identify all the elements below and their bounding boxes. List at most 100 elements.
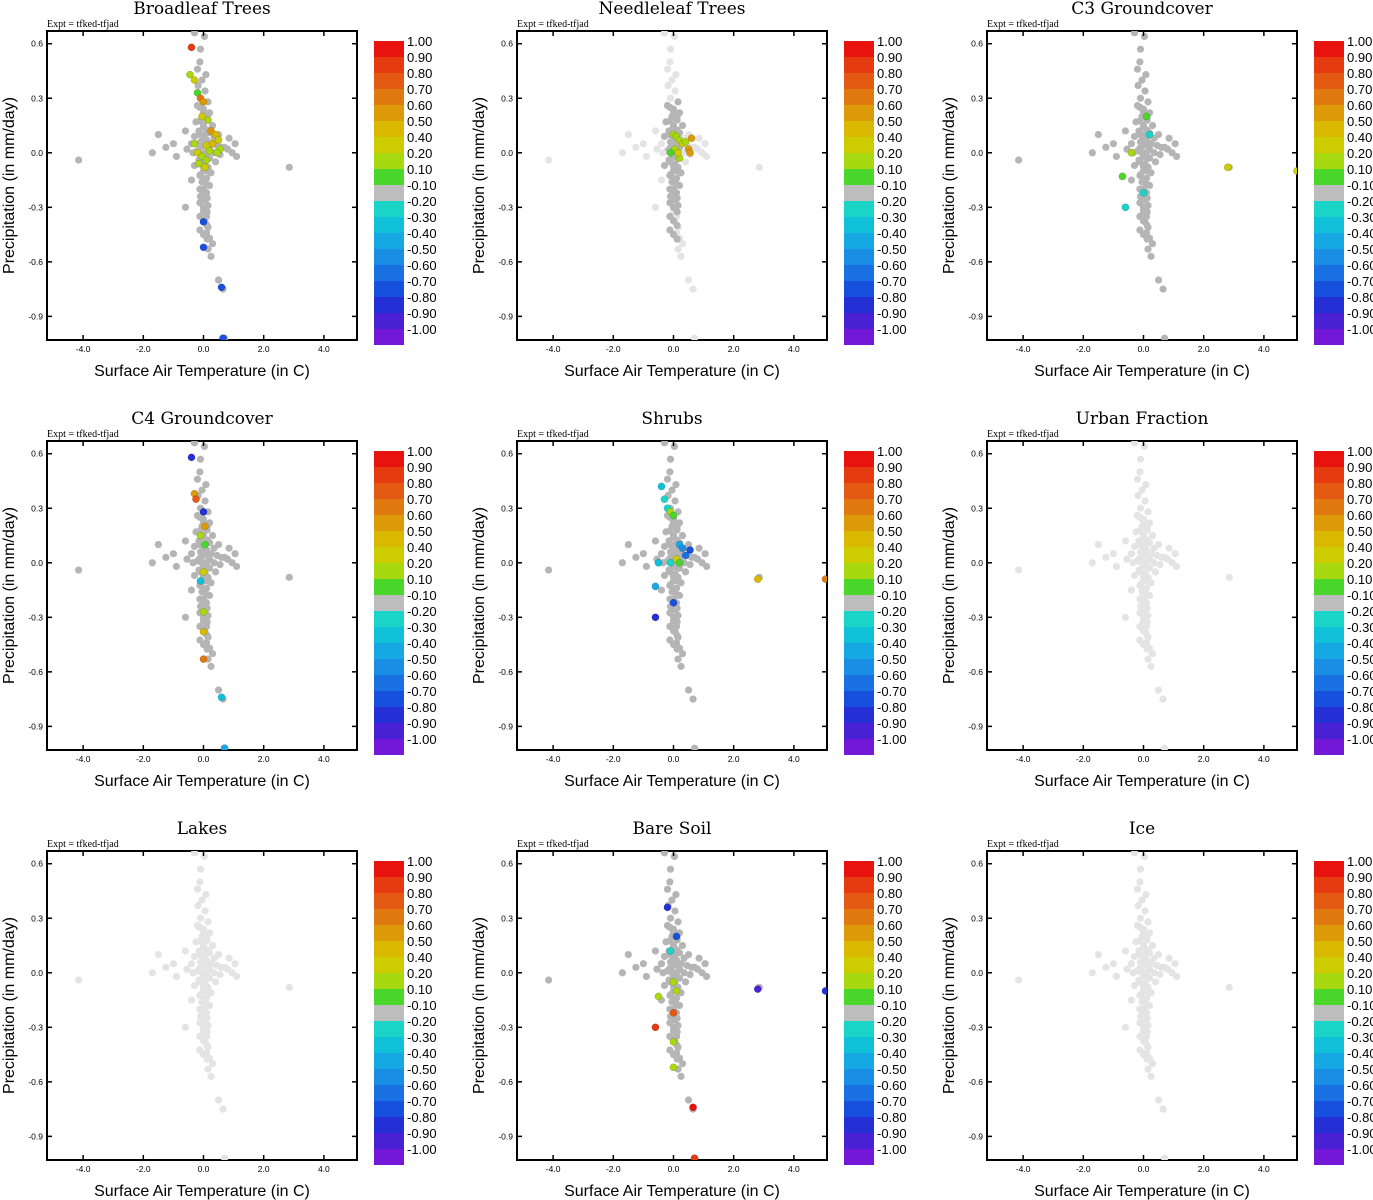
colorbar-label: 1.00: [1347, 854, 1372, 869]
data-point: [680, 969, 688, 977]
y-tick-label: 0.0: [31, 148, 43, 158]
colorbar-label: -0.60: [1347, 668, 1373, 683]
data-point: [1127, 550, 1136, 558]
data-point: [216, 561, 224, 569]
x-axis-label: Surface Air Temperature (in C): [1034, 1183, 1250, 1200]
data-point: [673, 946, 681, 954]
data-point: [1154, 1096, 1163, 1104]
colorbar-label: -0.10: [1347, 178, 1373, 193]
colorbar-swatch: [1314, 531, 1344, 547]
colorbar-swatch: [844, 531, 874, 547]
data-point: [684, 276, 693, 284]
data-point-colored: [651, 582, 660, 591]
colorbar-label: -0.90: [877, 306, 907, 321]
colorbar-label: -0.60: [877, 668, 907, 683]
x-tick-label: 4.0: [1258, 344, 1270, 354]
x-tick-label: -4.0: [76, 754, 91, 764]
data-point: [203, 960, 211, 968]
data-point: [187, 586, 196, 594]
data-point: [193, 475, 202, 483]
data-point: [660, 952, 669, 961]
data-point: [196, 878, 204, 886]
data-point: [668, 486, 676, 494]
colorbar-label: -0.10: [1347, 588, 1373, 603]
data-point: [672, 891, 680, 899]
data-point: [1150, 149, 1158, 157]
y-axis-label: Precipitation (in mm/day): [1, 917, 18, 1094]
data-point: [689, 695, 697, 703]
panel-title: Needleleaf Trees: [598, 0, 745, 19]
colorbar-swatch: [844, 41, 874, 57]
y-tick-label: 0.0: [501, 968, 513, 978]
data-point: [194, 901, 202, 910]
colorbar-label: 0.40: [877, 950, 902, 965]
data-point: [207, 252, 215, 260]
data-point: [1123, 555, 1131, 563]
colorbar-label: 0.80: [877, 66, 902, 81]
y-tick-label: -0.9: [28, 311, 43, 321]
data-point: [755, 163, 763, 171]
colorbar-swatch: [844, 297, 874, 313]
data-point: [618, 149, 626, 157]
data-point: [148, 149, 156, 157]
colorbar-label: 0.10: [407, 572, 432, 587]
data-point: [1143, 1014, 1151, 1022]
colorbar-swatch: [844, 313, 874, 329]
colorbar-swatch: [374, 547, 404, 563]
data-point: [1143, 645, 1151, 653]
data-point-colored: [201, 522, 209, 531]
colorbar-label: 0.20: [407, 146, 432, 161]
colorbar-swatch: [844, 515, 874, 531]
colorbar-swatch: [1314, 659, 1344, 675]
data-point-colored: [199, 243, 208, 252]
x-tick-label: 0.0: [198, 1164, 210, 1174]
colorbar-swatch: [374, 105, 404, 121]
data-point: [285, 573, 293, 581]
data-point: [653, 145, 661, 153]
data-point: [203, 1028, 211, 1036]
data-point: [1130, 31, 1139, 37]
data-point-colored: [1121, 203, 1130, 212]
data-point: [231, 960, 239, 968]
colorbar-swatch: [374, 893, 404, 909]
data-point: [677, 252, 685, 260]
data-point: [666, 45, 675, 53]
colorbar-label: -0.30: [407, 620, 437, 635]
colorbar-swatch: [1314, 627, 1344, 643]
data-point: [203, 932, 211, 941]
data-point-colored: [657, 482, 666, 491]
x-tick-label: 0.0: [668, 754, 680, 764]
data-point: [1160, 963, 1169, 971]
y-tick-label: -0.9: [498, 311, 513, 321]
colorbar-label: -0.70: [407, 274, 437, 289]
x-tick-label: 2.0: [728, 754, 740, 764]
y-tick-label: -0.9: [968, 721, 983, 731]
data-point: [673, 1028, 681, 1036]
data-point: [701, 140, 709, 148]
data-point: [1134, 491, 1142, 500]
data-point: [75, 156, 83, 164]
y-tick-label: 0.3: [31, 913, 43, 923]
data-point: [1151, 568, 1160, 576]
colorbar-swatch: [1314, 1101, 1344, 1117]
data-point: [196, 58, 204, 66]
colorbar-label: -1.00: [1347, 732, 1373, 747]
colorbar-label: -0.50: [407, 652, 437, 667]
colorbar-label: -0.30: [1347, 1030, 1373, 1045]
colorbar-label: 0.10: [1347, 572, 1372, 587]
data-point-colored: [214, 136, 223, 144]
colorbar-label: 0.90: [877, 870, 902, 885]
data-point: [198, 486, 206, 494]
colorbar-swatch: [1314, 909, 1344, 925]
data-point: [1136, 455, 1145, 463]
data-point: [1160, 553, 1169, 561]
colorbar-label: -0.60: [407, 668, 437, 683]
colorbar-swatch: [844, 281, 874, 297]
data-point-colored: [204, 116, 212, 124]
data-point: [673, 645, 681, 653]
colorbar-label: -0.40: [1347, 1046, 1373, 1061]
colorbar-label: 0.50: [407, 934, 432, 949]
data-point: [148, 969, 156, 977]
y-tick-label: -0.9: [968, 311, 983, 321]
colorbar-swatch: [1314, 281, 1344, 297]
